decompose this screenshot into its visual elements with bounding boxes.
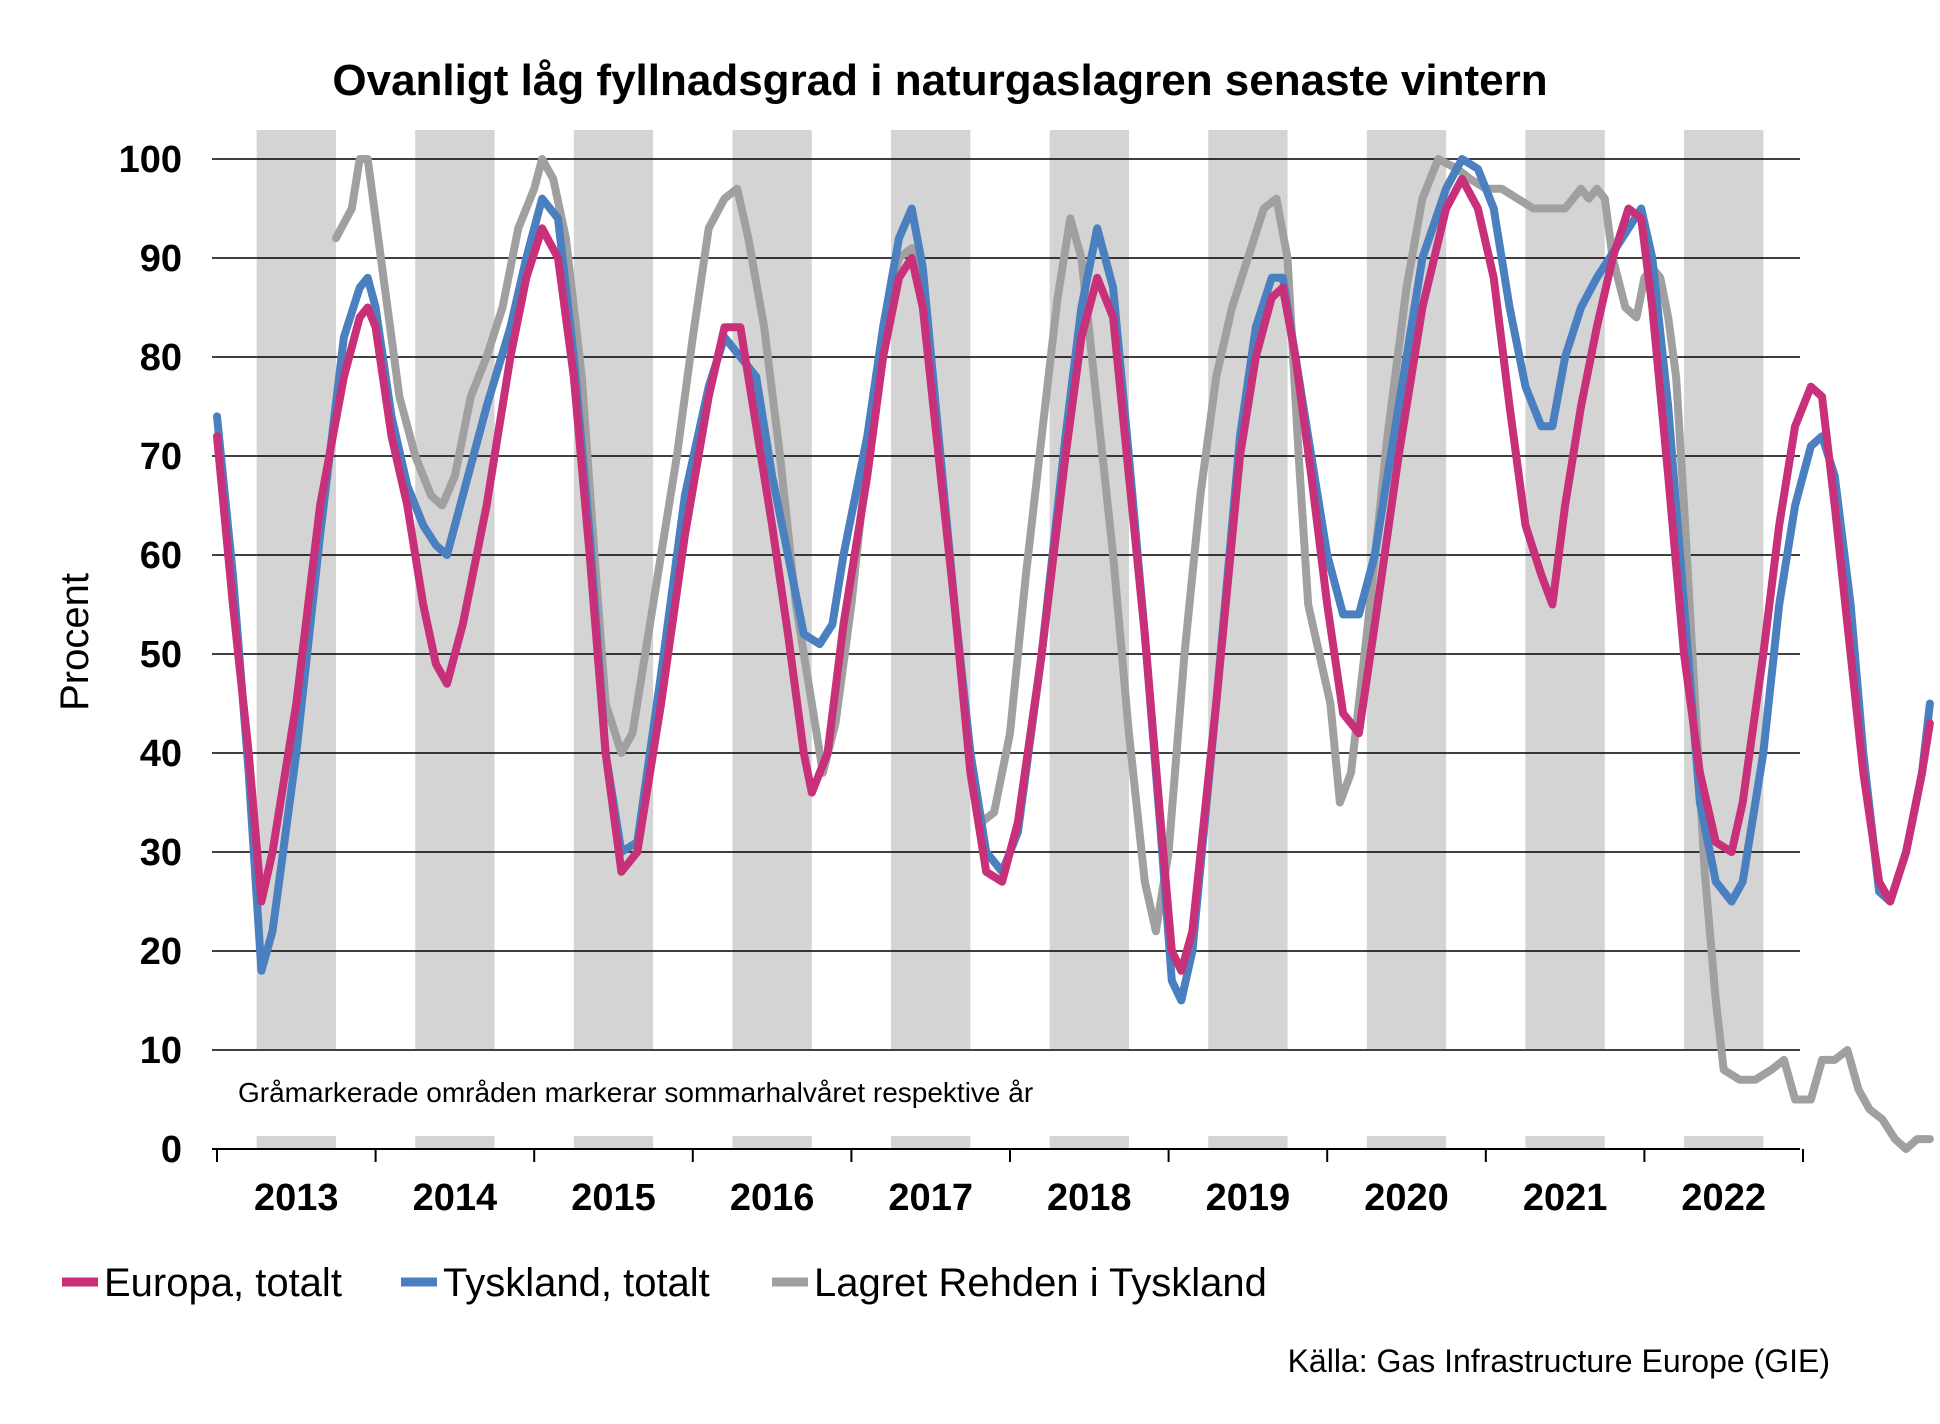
x-tick-label-2021: 2021 bbox=[1523, 1177, 1608, 1219]
shading-note: Gråmarkerade områden markerar sommarhalv… bbox=[238, 1077, 1033, 1108]
summer-band-2019 bbox=[1208, 130, 1288, 1049]
y-tick-label-60: 60 bbox=[140, 535, 182, 577]
summer-band-2021 bbox=[1525, 130, 1605, 1049]
summer-band-foot-2015 bbox=[573, 1136, 654, 1149]
y-tick-label-0: 0 bbox=[161, 1129, 182, 1171]
legend-label-europa: Europa, totalt bbox=[104, 1261, 342, 1305]
summer-band-2022 bbox=[1684, 130, 1764, 1049]
x-tick-label-2018: 2018 bbox=[1047, 1177, 1132, 1219]
y-tick-label-10: 10 bbox=[140, 1030, 182, 1072]
y-tick-label-30: 30 bbox=[140, 832, 182, 874]
x-tick-label-2013: 2013 bbox=[254, 1177, 339, 1219]
summer-band-foot-2022 bbox=[1684, 1136, 1764, 1149]
summer-band-2017 bbox=[891, 130, 971, 1049]
y-axis-label: Procent bbox=[53, 573, 97, 711]
summer-band-2015 bbox=[573, 130, 654, 1049]
x-tick-labels: 2013 2014 2015 2016 2017 2018 2019 2020 2021 2022 bbox=[254, 1177, 1766, 1219]
x-tick-label-2017: 2017 bbox=[888, 1177, 973, 1219]
legend: Europa, totalt Tyskland, totalt Lagret R… bbox=[62, 1261, 1267, 1305]
legend-label-rehden: Lagret Rehden i Tyskland bbox=[814, 1261, 1267, 1305]
y-tick-label-20: 20 bbox=[140, 931, 182, 973]
summer-band-2016 bbox=[732, 130, 812, 1049]
summer-band-foot-2013 bbox=[256, 1136, 336, 1149]
x-tick-label-2016: 2016 bbox=[730, 1177, 815, 1219]
x-ticks bbox=[216, 1149, 1804, 1162]
summer-band-2014 bbox=[415, 130, 495, 1049]
series-lines bbox=[213, 155, 1934, 1153]
y-tick-label-100: 100 bbox=[119, 139, 182, 181]
series-line-tyskland bbox=[213, 155, 1934, 1005]
summer-band-foot-2019 bbox=[1208, 1136, 1288, 1149]
summer-band-foot-2017 bbox=[891, 1136, 971, 1149]
source-note: Källa: Gas Infrastructure Europe (GIE) bbox=[1288, 1343, 1830, 1379]
summer-band-foot-2020 bbox=[1366, 1136, 1447, 1149]
y-tick-label-50: 50 bbox=[140, 634, 182, 676]
x-tick-label-2015: 2015 bbox=[571, 1177, 656, 1219]
x-tick-label-2014: 2014 bbox=[413, 1177, 498, 1219]
chart-title: Ovanligt låg fyllnadsgrad i naturgaslagr… bbox=[332, 56, 1547, 105]
x-tick-label-2019: 2019 bbox=[1206, 1177, 1291, 1219]
y-tick-label-40: 40 bbox=[140, 733, 182, 775]
x-tick-label-2020: 2020 bbox=[1364, 1177, 1449, 1219]
y-tick-label-70: 70 bbox=[140, 436, 182, 478]
y-tick-labels: 0 10 20 30 40 50 60 70 80 90 100 bbox=[119, 139, 182, 1171]
summer-shading bbox=[256, 130, 1764, 1149]
x-tick-label-2022: 2022 bbox=[1681, 1177, 1766, 1219]
y-tick-label-90: 90 bbox=[140, 238, 182, 280]
summer-band-foot-2014 bbox=[415, 1136, 495, 1149]
y-tick-label-80: 80 bbox=[140, 337, 182, 379]
summer-band-foot-2021 bbox=[1525, 1136, 1605, 1149]
summer-band-foot-2016 bbox=[732, 1136, 812, 1149]
legend-label-tyskland: Tyskland, totalt bbox=[443, 1261, 710, 1305]
summer-band-2013 bbox=[256, 130, 336, 1049]
summer-band-foot-2018 bbox=[1049, 1136, 1129, 1149]
series-line-europa bbox=[213, 174, 1934, 975]
